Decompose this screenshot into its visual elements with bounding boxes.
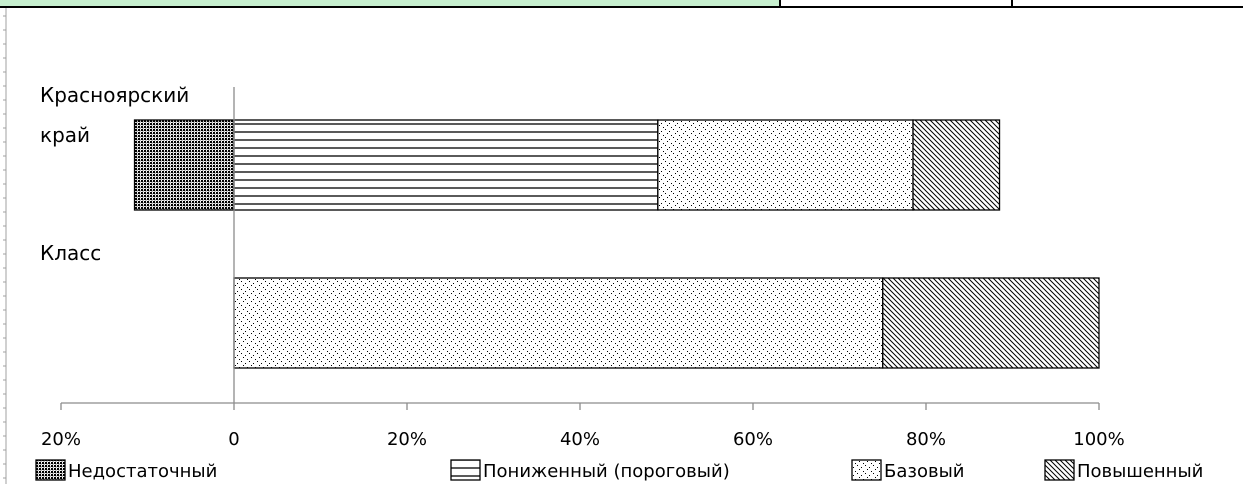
bar-segment	[912, 119, 1001, 211]
category-label: Класс	[40, 241, 101, 265]
legend: Недостаточный Пониженный (пороговый) Базов…	[35, 459, 1203, 482]
bar-segment	[233, 119, 659, 211]
bar-segment	[882, 277, 1100, 369]
x-tick-label: 40%	[560, 429, 600, 450]
bar-segment	[133, 119, 235, 211]
x-tick-label: 100%	[1073, 429, 1124, 450]
bar-segment	[657, 119, 914, 211]
header-cell	[1012, 0, 1243, 7]
legend-swatch	[450, 459, 481, 481]
legend-label: Пониженный (пороговый)	[483, 461, 730, 482]
x-tick-label: 80%	[906, 429, 946, 450]
bars	[133, 119, 1100, 369]
legend-label: Недостаточный	[68, 461, 217, 482]
legend-label: Базовый	[884, 461, 964, 482]
category-label: край	[40, 123, 90, 147]
x-tick-label: 20%	[387, 429, 427, 450]
legend-swatch	[35, 459, 66, 481]
x-tick-label: 60%	[733, 429, 773, 450]
x-tick-label: 20%	[41, 429, 81, 450]
left-ruler	[3, 8, 7, 484]
category-labels: Красноярский край Класс	[40, 83, 189, 265]
header-strip	[0, 0, 1243, 8]
legend-label: Повышенный	[1077, 461, 1203, 482]
header-cell	[0, 0, 780, 7]
category-label: Красноярский	[40, 83, 189, 107]
bar-segment	[233, 277, 884, 369]
legend-swatch	[851, 459, 882, 481]
header-cell	[780, 0, 1012, 7]
x-tick-label: 0	[228, 429, 239, 450]
legend-swatch	[1044, 459, 1075, 481]
axes: 20% 0 20% 40% 60% 80% 100%	[41, 87, 1125, 450]
